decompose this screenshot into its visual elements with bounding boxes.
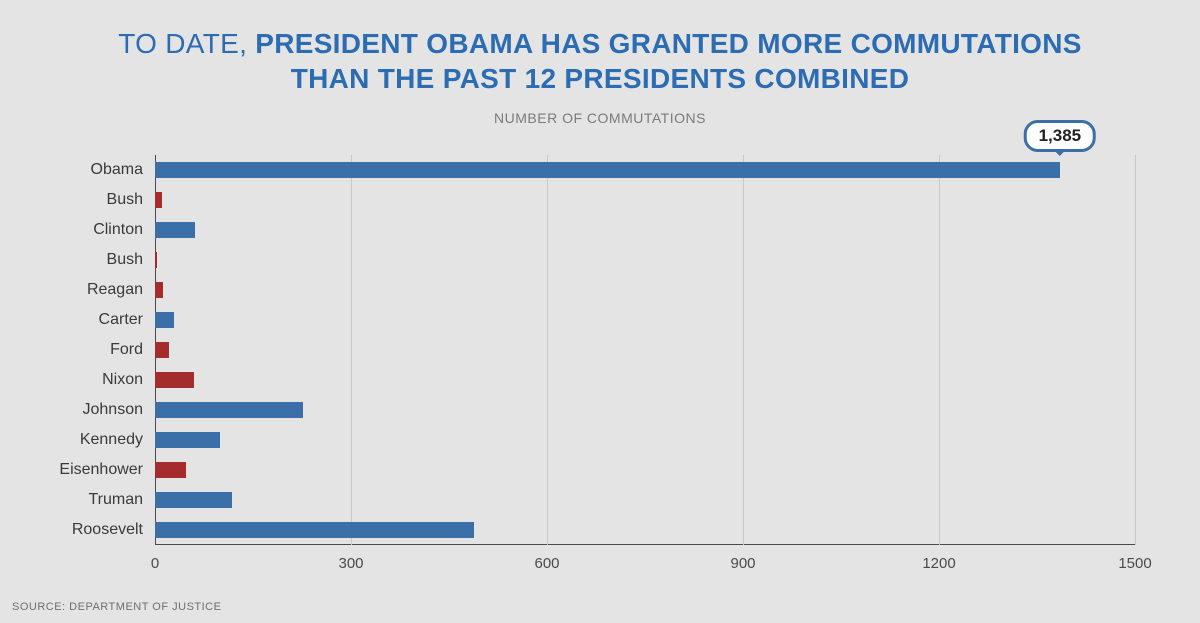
bar-label: Roosevelt	[72, 521, 143, 539]
bar-row: Kennedy	[155, 425, 1135, 455]
x-tick-label: 0	[151, 555, 159, 572]
x-tick-label: 900	[730, 555, 755, 572]
bar	[155, 522, 474, 538]
plot-area: 030060090012001500ObamaBushClintonBushRe…	[155, 155, 1135, 545]
bar-label: Nixon	[102, 371, 143, 389]
bar-row: Obama	[155, 155, 1135, 185]
x-tick-label: 1200	[922, 555, 955, 572]
bar-label: Kennedy	[80, 431, 143, 449]
bar	[155, 492, 232, 508]
x-tick-label: 600	[534, 555, 559, 572]
chart-title: TO DATE, PRESIDENT OBAMA HAS GRANTED MOR…	[0, 0, 1200, 96]
bar-label: Clinton	[93, 221, 143, 239]
bar-label: Reagan	[87, 281, 143, 299]
bar	[155, 222, 195, 238]
bar-row: Reagan	[155, 275, 1135, 305]
bar	[155, 432, 220, 448]
bar-label: Bush	[107, 251, 143, 269]
chart-subtitle: NUMBER OF COMMUTATIONS	[0, 110, 1200, 126]
bar	[155, 342, 169, 358]
bar	[155, 312, 174, 328]
bar-row: Nixon	[155, 365, 1135, 395]
bar-label: Carter	[99, 311, 143, 329]
bar-label: Eisenhower	[59, 461, 143, 479]
title-prefix: TO DATE,	[118, 28, 255, 59]
x-tick-label: 1500	[1118, 555, 1151, 572]
bar	[155, 282, 163, 298]
value-callout: 1,385	[1024, 120, 1097, 152]
gridline	[1135, 155, 1136, 545]
source-attribution: SOURCE: DEPARTMENT OF JUSTICE	[12, 601, 221, 613]
bar-label: Ford	[110, 341, 143, 359]
bar-row: Bush	[155, 245, 1135, 275]
bar-label: Bush	[107, 191, 143, 209]
bar-label: Obama	[91, 161, 143, 179]
bar-label: Truman	[88, 491, 143, 509]
bar-row: Johnson	[155, 395, 1135, 425]
bar	[155, 162, 1060, 178]
bar	[155, 462, 186, 478]
bar	[155, 192, 162, 208]
bar-row: Clinton	[155, 215, 1135, 245]
x-tick-label: 300	[338, 555, 363, 572]
bar	[155, 402, 303, 418]
bar-row: Ford	[155, 335, 1135, 365]
callout-bubble: 1,385	[1024, 120, 1097, 152]
title-bold: PRESIDENT OBAMA HAS GRANTED MORE COMMUTA…	[255, 28, 1082, 94]
bar	[155, 372, 194, 388]
bar	[155, 252, 157, 268]
bar-row: Carter	[155, 305, 1135, 335]
bar-row: Truman	[155, 485, 1135, 515]
bar-row: Bush	[155, 185, 1135, 215]
bar-label: Johnson	[83, 401, 144, 419]
bar-row: Roosevelt	[155, 515, 1135, 545]
bar-row: Eisenhower	[155, 455, 1135, 485]
bar-chart: 030060090012001500ObamaBushClintonBushRe…	[155, 155, 1135, 545]
